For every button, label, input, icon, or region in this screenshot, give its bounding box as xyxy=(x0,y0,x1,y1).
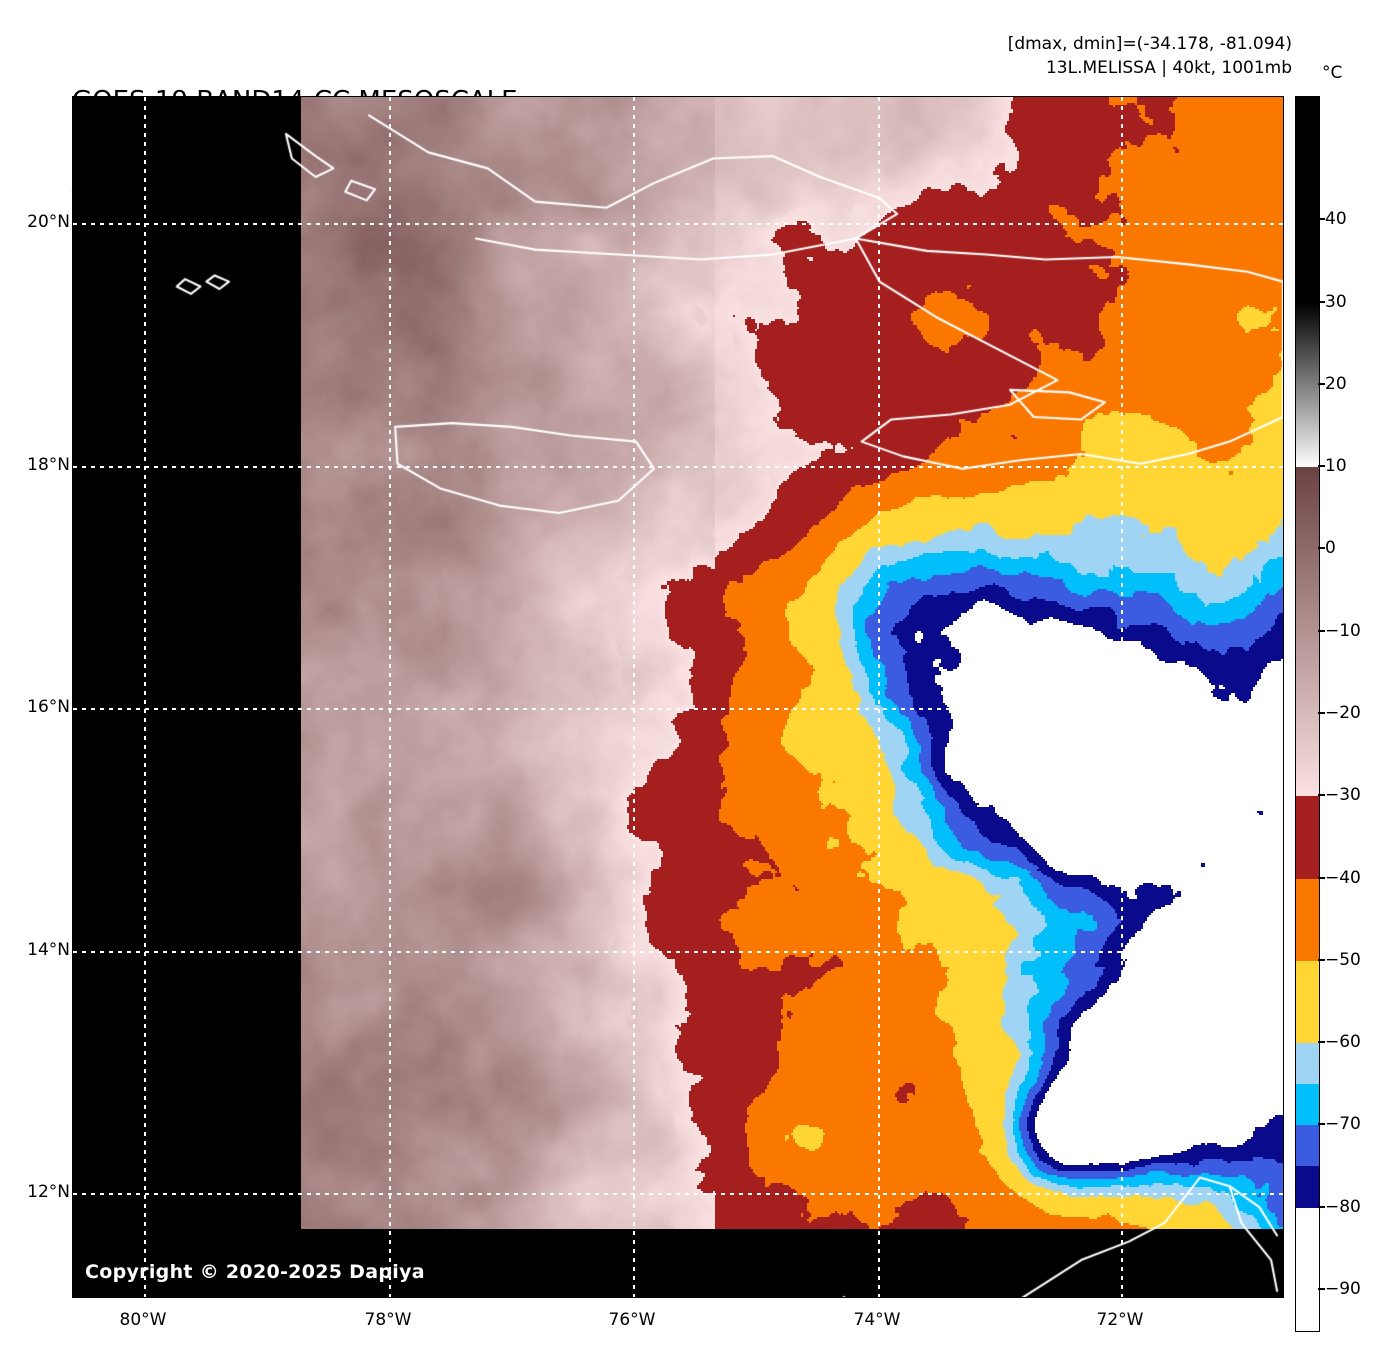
colorbar-tick-label: 40 xyxy=(1325,209,1347,230)
x-axis-tick-label: 76°W xyxy=(608,1310,656,1330)
colorbar-tick-label: −80 xyxy=(1325,1196,1361,1217)
colorbar-segment xyxy=(1296,796,1319,880)
colorbar-segment xyxy=(1296,467,1319,797)
colorbar-tick-label: −90 xyxy=(1325,1278,1361,1299)
colorbar-segment xyxy=(1296,302,1319,468)
colorbar-segment xyxy=(1296,97,1319,304)
colorbar-tick-mark xyxy=(1318,547,1325,550)
colorbar-tick-mark xyxy=(1318,382,1325,385)
colorbar-tick-label: −50 xyxy=(1325,949,1361,970)
colorbar-tick-label: −40 xyxy=(1325,867,1361,888)
colorbar-tick-mark xyxy=(1318,218,1325,221)
colorbar-tick-mark xyxy=(1318,1205,1325,1208)
storm-info-label: 13L.MELISSA | 40kt, 1001mb xyxy=(1045,58,1292,79)
coastline-overlay xyxy=(73,97,1283,1297)
x-axis-tick-label: 74°W xyxy=(853,1310,901,1330)
dmax-dmin-label: [dmax, dmin]=(-34.178, -81.094) xyxy=(1007,34,1292,54)
copyright-label: Copyright © 2020-2025 Dapiya xyxy=(85,1261,425,1283)
satellite-image-plot[interactable]: Copyright © 2020-2025 Dapiya xyxy=(72,96,1284,1298)
colorbar-tick-label: −70 xyxy=(1325,1114,1361,1135)
colorbar-tick-mark xyxy=(1318,712,1325,714)
colorbar-tick-mark xyxy=(1318,794,1325,797)
colorbar-segment xyxy=(1296,1207,1319,1331)
colorbar-tick-label: 10 xyxy=(1325,456,1347,477)
colorbar[interactable] xyxy=(1295,96,1320,1332)
colorbar-segment xyxy=(1296,1084,1319,1126)
x-axis-tick-label: 78°W xyxy=(364,1310,412,1330)
y-axis-tick-label: 18°N xyxy=(27,455,70,475)
colorbar-segment xyxy=(1296,960,1319,1044)
colorbar-tick-label: 20 xyxy=(1325,373,1347,394)
metadata-block: [dmax, dmin]=(-34.178, -81.094) 13L.MELI… xyxy=(1008,32,1292,80)
colorbar-tick-label: 30 xyxy=(1325,291,1347,312)
y-axis-tick-label: 20°N xyxy=(27,212,70,232)
colorbar-segment xyxy=(1296,878,1319,962)
y-axis-tick-label: 14°N xyxy=(27,940,70,960)
colorbar-tick-label: −10 xyxy=(1325,620,1361,641)
colorbar-segment xyxy=(1296,1043,1319,1085)
colorbar-segment xyxy=(1296,1125,1319,1168)
colorbar-tick-mark xyxy=(1318,958,1325,961)
colorbar-tick-label: −30 xyxy=(1325,785,1361,806)
colorbar-tick-label: −60 xyxy=(1325,1032,1361,1053)
x-axis-tick-label: 80°W xyxy=(119,1310,167,1330)
colorbar-tick-mark xyxy=(1318,629,1325,632)
colorbar-tick-mark xyxy=(1318,300,1325,303)
x-axis-tick-label: 72°W xyxy=(1096,1310,1144,1330)
y-axis-tick-label: 16°N xyxy=(27,697,70,717)
colorbar-tick-label: 0 xyxy=(1325,538,1336,559)
colorbar-unit-label: °C xyxy=(1322,63,1343,83)
colorbar-segment xyxy=(1296,1166,1319,1209)
colorbar-tick-mark xyxy=(1318,465,1325,468)
colorbar-tick-mark xyxy=(1318,1123,1325,1126)
plot-inner xyxy=(73,97,1283,1297)
colorbar-tick-label: −20 xyxy=(1325,703,1361,723)
y-axis-tick-label: 12°N xyxy=(27,1182,70,1202)
colorbar-tick-mark xyxy=(1318,1041,1325,1044)
colorbar-tick-mark xyxy=(1318,876,1325,879)
colorbar-tick-mark xyxy=(1318,1287,1325,1290)
